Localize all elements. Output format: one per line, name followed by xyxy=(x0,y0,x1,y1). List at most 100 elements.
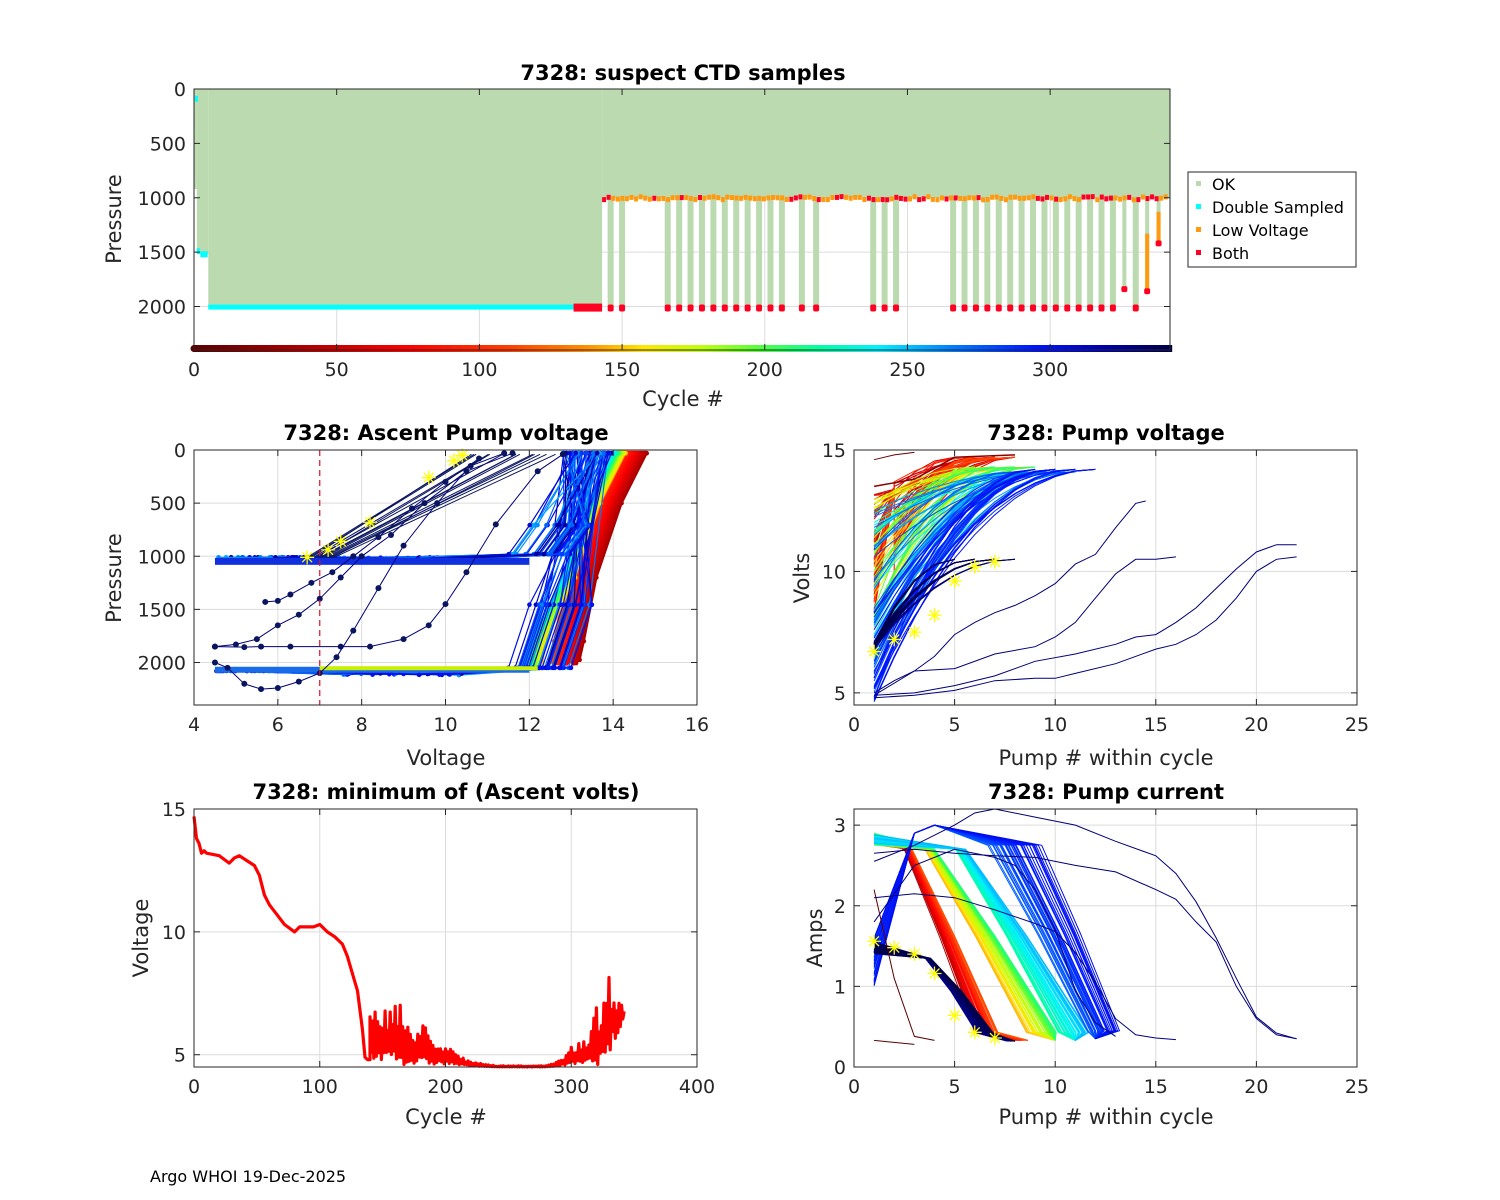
cycle-color-marker xyxy=(1051,345,1056,352)
pump-voltage-line xyxy=(873,468,1056,644)
low-voltage-marker xyxy=(761,196,766,202)
low-voltage-marker xyxy=(994,194,999,200)
both-flag-marker xyxy=(687,304,694,312)
both-flag-marker xyxy=(1054,196,1059,202)
cycle-color-marker xyxy=(495,345,499,352)
plot-content xyxy=(190,89,1173,352)
ok-deep-profile xyxy=(687,197,694,307)
y-tick-label: 1 xyxy=(834,976,846,998)
ascent-dark-point xyxy=(534,468,541,475)
y-tick-label: 2000 xyxy=(138,653,186,675)
ascent-point xyxy=(585,522,591,528)
cycle-color-marker xyxy=(638,345,642,352)
cycle-color-marker xyxy=(369,345,374,352)
cycle-color-marker xyxy=(304,345,308,352)
x-tick-label: 250 xyxy=(889,359,925,381)
y-tick-label: 2 xyxy=(834,896,846,918)
both-band xyxy=(573,303,603,312)
low-voltage-marker xyxy=(1118,196,1123,202)
min-ascent-ylabel: Voltage xyxy=(129,899,153,978)
cycle-color-marker xyxy=(786,345,790,352)
cycle-color-marker xyxy=(886,345,890,352)
ascent-point xyxy=(530,522,536,528)
cycle-color-marker xyxy=(823,345,827,352)
cycle-color-marker xyxy=(643,345,648,352)
both-flag-marker xyxy=(1145,196,1150,202)
cycle-color-marker xyxy=(307,345,311,352)
both-flag-marker xyxy=(1007,304,1014,312)
cycle-color-marker xyxy=(375,345,379,352)
cycle-color-marker xyxy=(583,345,588,352)
cycle-color-marker xyxy=(501,345,505,352)
pump-voltage-line xyxy=(873,466,1016,545)
ascent-dark-point xyxy=(241,680,248,687)
cycle-color-marker xyxy=(840,345,845,352)
ascent-point xyxy=(573,602,578,607)
both-flag-marker xyxy=(756,304,763,312)
suspect-title: 7328: suspect CTD samples xyxy=(520,61,845,85)
both-flag-marker xyxy=(984,304,991,312)
low-voltage-marker xyxy=(766,195,771,201)
cycle-color-marker xyxy=(409,345,414,352)
cycle-color-marker xyxy=(1049,345,1053,352)
cycle-color-marker xyxy=(957,345,962,352)
low-voltage-marker xyxy=(1072,196,1077,202)
both-flag-marker xyxy=(1099,194,1104,200)
ok-deep-profile xyxy=(1087,197,1094,307)
cycle-color-marker xyxy=(421,345,425,352)
ok-deep-profile xyxy=(881,197,888,307)
pump-current-ylabel: Amps xyxy=(803,908,827,967)
cycle-color-marker xyxy=(832,345,836,352)
ascent-point xyxy=(533,551,539,557)
both-flag-marker xyxy=(1127,194,1132,200)
low-voltage-marker xyxy=(1163,194,1168,200)
ascent-dark-profile xyxy=(311,453,472,558)
low-voltage-marker xyxy=(1122,195,1127,201)
low-voltage-marker xyxy=(1113,195,1118,201)
pump-current-xlabel: Pump # within cycle xyxy=(999,1105,1214,1129)
cycle-color-marker xyxy=(335,345,339,352)
cycle-color-marker xyxy=(923,345,927,352)
both-flag-marker xyxy=(816,197,821,203)
ok-samples-region xyxy=(208,89,603,307)
low-voltage-marker xyxy=(666,197,671,203)
ok-deep-profile xyxy=(1052,197,1059,307)
cycle-color-marker xyxy=(361,345,365,352)
both-flag-marker xyxy=(917,197,922,203)
pump-voltage-line xyxy=(873,468,1036,647)
cycle-color-marker xyxy=(1146,345,1150,352)
low-voltage-marker xyxy=(675,195,680,201)
cycle-color-marker xyxy=(1046,345,1050,352)
x-tick-label: 300 xyxy=(1032,359,1068,381)
ok-deep-profile xyxy=(676,197,683,307)
cycle-color-marker xyxy=(312,345,317,352)
low-voltage-marker xyxy=(812,196,817,202)
cycle-color-marker xyxy=(384,345,388,352)
cycle-color-marker xyxy=(210,345,214,352)
pump-voltage-line xyxy=(873,466,995,510)
pump-voltage-line xyxy=(873,471,1016,551)
cycle-color-marker xyxy=(558,345,562,352)
cycle-color-marker xyxy=(880,345,884,352)
cycle-color-marker xyxy=(843,345,847,352)
pump-current-long-profile xyxy=(874,848,1297,1040)
cycle-color-marker xyxy=(940,345,944,352)
y-tick-label: 1000 xyxy=(138,546,186,568)
cycle-color-marker xyxy=(792,345,796,352)
both-flag-marker xyxy=(1121,286,1128,293)
x-tick-label: 20 xyxy=(1244,714,1268,736)
cycle-color-marker xyxy=(1143,345,1147,352)
ascent-star-marker xyxy=(333,534,348,549)
ok-deep-profile xyxy=(1007,197,1014,307)
cycle-color-marker xyxy=(1151,345,1156,352)
cycle-color-marker xyxy=(937,345,942,352)
cycle-color-marker xyxy=(869,345,873,352)
cycle-color-marker xyxy=(464,345,468,352)
ok-deep-profile xyxy=(733,197,740,307)
cycle-color-marker xyxy=(666,345,670,352)
cycle-color-marker xyxy=(290,345,294,352)
cycle-color-marker xyxy=(221,345,225,352)
cycle-color-marker xyxy=(270,345,274,352)
pump-voltage-star-marker xyxy=(907,625,922,640)
cycle-color-marker xyxy=(444,345,448,352)
